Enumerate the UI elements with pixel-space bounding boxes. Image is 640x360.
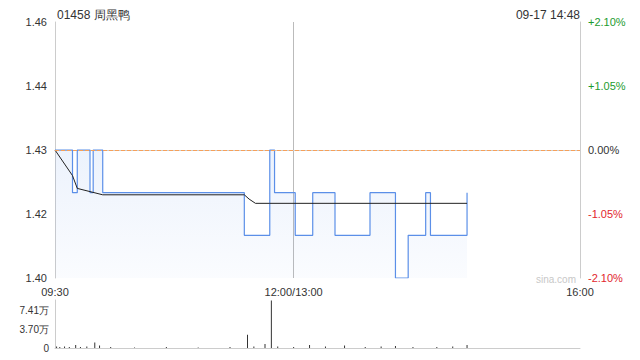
svg-text:0: 0 — [43, 343, 49, 354]
svg-text:sina.com: sina.com — [536, 274, 576, 285]
svg-text:7.41万: 7.41万 — [20, 305, 49, 316]
svg-text:3.70万: 3.70万 — [20, 324, 49, 335]
svg-text:+2.10%: +2.10% — [588, 16, 626, 28]
svg-text:1.43: 1.43 — [26, 144, 47, 156]
svg-text:1.42: 1.42 — [26, 208, 47, 220]
svg-text:09-17 14:48: 09-17 14:48 — [516, 8, 580, 22]
svg-text:12:00/13:00: 12:00/13:00 — [265, 286, 323, 298]
svg-text:16:00: 16:00 — [566, 286, 594, 298]
svg-text:1.46: 1.46 — [26, 16, 47, 28]
svg-text:0.00%: 0.00% — [588, 144, 619, 156]
svg-text:-2.10%: -2.10% — [588, 272, 623, 284]
svg-text:+1.05%: +1.05% — [588, 80, 626, 92]
svg-text:-1.05%: -1.05% — [588, 208, 623, 220]
svg-text:01458 周黑鸭: 01458 周黑鸭 — [57, 8, 130, 22]
svg-text:1.44: 1.44 — [26, 80, 47, 92]
svg-text:1.40: 1.40 — [26, 272, 47, 284]
svg-text:09:30: 09:30 — [41, 286, 69, 298]
